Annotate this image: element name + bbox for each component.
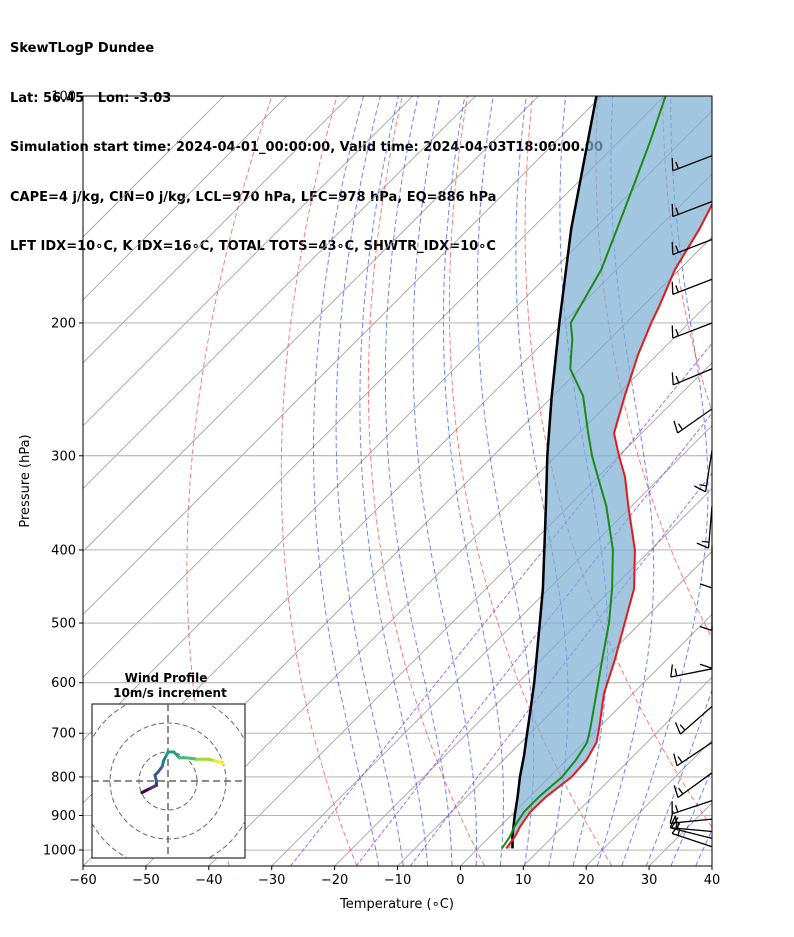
moist-adiabat-line — [442, 96, 504, 866]
cape-fill — [506, 96, 712, 849]
y-tick-label: 500 — [51, 617, 76, 632]
isotherm-line — [83, 96, 225, 238]
moist-adiabat-line — [720, 96, 794, 866]
moist-adiabat-line — [645, 688, 712, 866]
isotherm-line — [145, 299, 712, 866]
dry-adiabat-line — [280, 96, 358, 866]
y-tick-label: 600 — [51, 676, 76, 691]
wind-barb — [671, 278, 713, 295]
y-tick-label: 800 — [51, 770, 76, 785]
isotherm-line — [83, 96, 351, 364]
moist-adiabat-line — [621, 96, 709, 866]
dry-adiabat-line — [524, 96, 712, 829]
isotherm-line — [523, 676, 712, 866]
isotherm-line — [83, 96, 476, 490]
dry-adiabat-line — [662, 96, 712, 414]
chart-header: SkewTLogP Dundee Lat: 56.45 Lon: -3.03 S… — [10, 8, 603, 272]
moist-adiabat-line — [335, 96, 404, 866]
dry-adiabat-line — [448, 96, 613, 866]
mixing-ratio-line — [355, 412, 712, 866]
time-line: Simulation start time: 2024-04-01_00:00:… — [10, 140, 603, 155]
wind-barb — [699, 626, 713, 669]
hodograph-inset — [91, 703, 246, 859]
isotherm-line — [83, 96, 413, 427]
moist-adiabat-line — [695, 828, 712, 866]
profile-lines — [501, 96, 712, 849]
moist-adiabat-line — [515, 96, 569, 866]
wind-barb — [671, 155, 713, 172]
wind-barb — [671, 368, 713, 386]
wind-barb — [673, 741, 713, 767]
hodograph-segment — [218, 760, 225, 766]
mixing-ratio-line — [409, 472, 712, 866]
isotherm-line — [83, 96, 602, 615]
wind-barb — [670, 664, 713, 678]
moist-adiabat-line — [670, 767, 712, 866]
wind-barb — [673, 408, 713, 434]
x-axis-label: Temperature (∘C) — [339, 897, 454, 912]
chart-title: SkewTLogP Dundee — [10, 41, 155, 56]
y-tick-label: 700 — [51, 727, 76, 742]
location-line: Lat: 56.45 Lon: -3.03 — [10, 90, 172, 106]
x-tick-label: −10 — [384, 873, 411, 888]
wind-barb — [674, 705, 713, 735]
x-tick-label: 10 — [515, 873, 532, 888]
y-tick-label: 1000 — [43, 844, 76, 859]
isotherm-line — [711, 865, 712, 866]
wind-barb — [673, 772, 713, 799]
indices-line-2: LFT IDX=10∘C, K IDX=16∘C, TOTAL TOTS=43∘… — [10, 239, 496, 254]
moist-adiabat-line — [412, 96, 477, 866]
isotherm-line — [83, 96, 288, 301]
wind-barb — [671, 800, 713, 815]
parcel-line — [511, 96, 598, 849]
wind-barb — [671, 238, 713, 256]
x-tick-label: −20 — [321, 873, 348, 888]
y-tick-label: 200 — [51, 316, 76, 331]
y-tick-label: 300 — [51, 449, 76, 464]
moist-adiabat-line — [313, 96, 380, 866]
cape-area — [506, 96, 712, 849]
y-tick-label: 100 — [51, 90, 76, 105]
moist-adiabat-line — [359, 96, 429, 866]
wind-barb — [699, 588, 713, 632]
x-tick-label: 40 — [704, 873, 721, 888]
dry-adiabat-line — [728, 96, 794, 866]
moist-adiabat-line — [596, 96, 655, 866]
wind-barb — [699, 545, 713, 589]
indices-line-1: CAPE=4 j/kg, CIN=0 j/kg, LCL=970 hPa, LF… — [10, 189, 497, 205]
dewpoint-line — [501, 96, 667, 849]
y-tick-label: 400 — [51, 543, 76, 558]
x-tick-label: −50 — [132, 873, 159, 888]
isotherm-line — [83, 96, 665, 678]
x-tick-label: 20 — [578, 873, 595, 888]
hodograph-title-2: 10m/s increment — [113, 686, 227, 700]
y-axis-label: Pressure (hPa) — [18, 434, 33, 527]
hodograph-title-1: Wind Profile — [125, 671, 208, 685]
x-tick-label: 30 — [641, 873, 658, 888]
wind-barb — [671, 322, 713, 339]
x-tick-label: −60 — [69, 873, 96, 888]
mixing-ratio-line — [290, 342, 712, 866]
x-tick-label: −30 — [258, 873, 285, 888]
y-tick-label: 900 — [51, 809, 76, 824]
x-tick-label: −40 — [195, 873, 222, 888]
dry-adiabat-line — [186, 96, 273, 866]
dry-adiabat-line — [367, 96, 485, 866]
x-tick-label: 0 — [456, 873, 464, 888]
wind-barb — [696, 506, 713, 549]
wind-barb — [694, 450, 713, 493]
moist-adiabat-line — [384, 96, 453, 866]
isotherm-line — [83, 96, 539, 553]
temperature-line — [505, 202, 712, 849]
axes: −60 −50 −40 −30 −20 −10 0 10 20 30 40 100 200 300 400 5… — [43, 90, 720, 889]
wind-barbs — [669, 155, 713, 848]
isotherm-line — [271, 425, 712, 866]
isotherm-line — [334, 488, 712, 866]
wind-barb — [671, 200, 713, 218]
dry-adiabat-line — [595, 96, 712, 640]
